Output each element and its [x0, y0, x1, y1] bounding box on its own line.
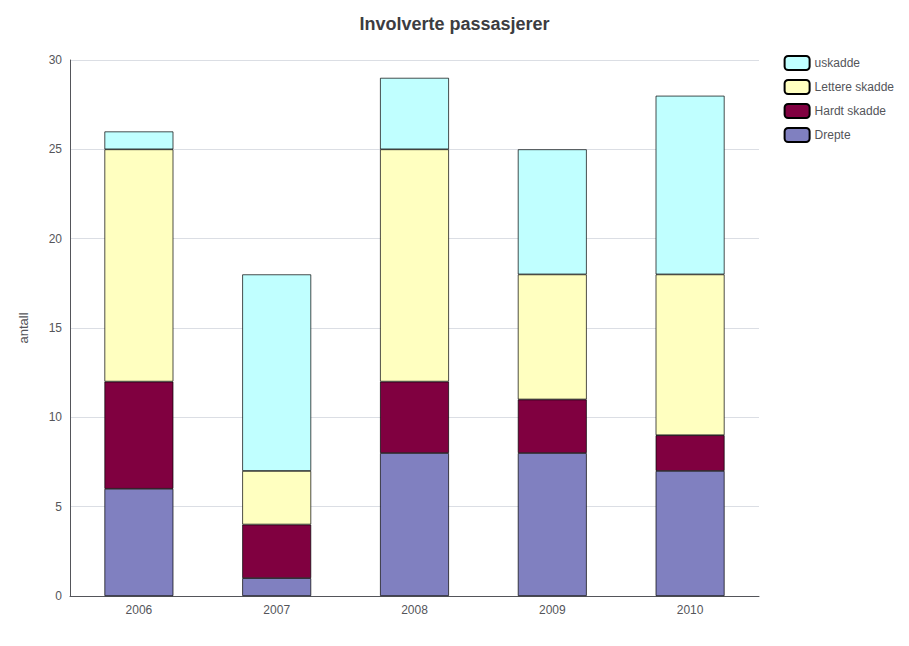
- svg-text:2010: 2010: [677, 603, 704, 617]
- svg-text:2006: 2006: [126, 603, 153, 617]
- svg-text:20: 20: [49, 232, 63, 246]
- svg-text:30: 30: [49, 53, 63, 67]
- svg-text:Hardt skadde: Hardt skadde: [815, 104, 887, 118]
- svg-text:antall: antall: [16, 312, 31, 343]
- svg-text:2008: 2008: [401, 603, 428, 617]
- svg-text:uskadde: uskadde: [815, 56, 861, 70]
- svg-text:Lettere skadde: Lettere skadde: [815, 80, 895, 94]
- svg-text:Involverte passasjerer: Involverte passasjerer: [359, 14, 549, 34]
- svg-text:5: 5: [55, 500, 62, 514]
- svg-text:2007: 2007: [263, 603, 290, 617]
- svg-text:2009: 2009: [539, 603, 566, 617]
- svg-text:0: 0: [55, 589, 62, 603]
- svg-text:10: 10: [49, 410, 63, 424]
- svg-text:Drepte: Drepte: [815, 128, 851, 142]
- svg-text:15: 15: [49, 321, 63, 335]
- svg-text:25: 25: [49, 142, 63, 156]
